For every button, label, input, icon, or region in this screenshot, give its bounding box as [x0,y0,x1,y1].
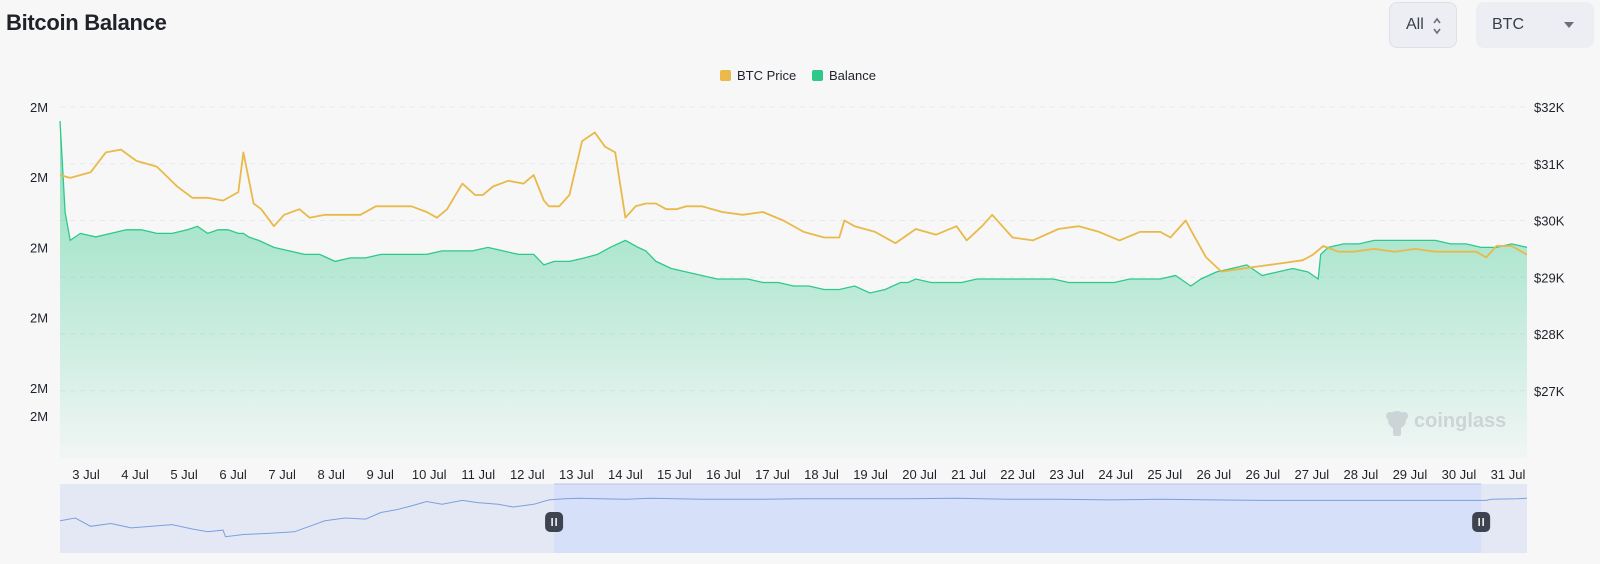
x-tick-label: 23 Jul [1049,467,1084,482]
legend-item: Balance [829,68,876,83]
x-tick-label: 15 Jul [657,467,692,482]
x-tick-label: 26 Jul [1245,467,1280,482]
x-tick-label: 13 Jul [559,467,594,482]
y-right-tick-label: $30K [1534,214,1565,229]
x-tick-label: 4 Jul [121,467,149,482]
y-left-tick-label: 2M [30,381,48,396]
y-right-tick-label: $32K [1534,100,1565,115]
x-tick-label: 28 Jul [1344,467,1379,482]
x-tick-label: 27 Jul [1295,467,1330,482]
y-left-tick-label: 2M [30,311,48,326]
x-tick-label: 5 Jul [170,467,198,482]
series-line-balance [59,120,1528,294]
x-tick-label: 8 Jul [317,467,345,482]
legend-swatch [720,70,731,81]
y-left-tick-label: 2M [30,240,48,255]
coin-select-value: BTC [1492,16,1524,33]
watermark-text: coinglass [1414,410,1506,432]
navigator-line [59,497,1528,538]
x-tick-label: 12 Jul [510,467,545,482]
chevron-down-icon [1564,22,1574,28]
x-tick-label: 29 Jul [1393,467,1428,482]
x-tick-label: 3 Jul [72,467,100,482]
legend-item: BTC Price [737,68,796,83]
x-tick-label: 10 Jul [412,467,447,482]
x-tick-label: 31 Jul [1491,467,1526,482]
range-select-value: All [1406,16,1424,33]
coin-select[interactable]: BTC [1476,2,1594,48]
x-tick-label: 7 Jul [268,467,296,482]
navigator-selection [554,484,1482,553]
x-tick-label: 30 Jul [1442,467,1477,482]
legend-swatch [812,70,823,81]
bitcoin-balance-chart: $32K $31K $30K $29K $28K $27K 2M 2M 2M 2M 2M 2M 3 Ju… [30,68,1565,553]
page-title: Bitcoin Balance [6,10,167,35]
x-tick-label: 20 Jul [902,467,937,482]
series-line-btc-price [59,131,1528,273]
x-tick-label: 22 Jul [1000,467,1035,482]
legend: BTC Price Balance [720,68,876,83]
navigator-handle-right[interactable] [1472,512,1491,532]
y-right-tick-label: $28K [1534,327,1565,342]
x-tick-label: 17 Jul [755,467,790,482]
x-tick-label: 9 Jul [366,467,394,482]
x-tick-label: 6 Jul [219,467,247,482]
y-left-tick-label: 2M [30,170,48,185]
y-right-tick-label: $29K [1534,270,1565,285]
x-tick-label: 25 Jul [1147,467,1182,482]
x-tick-label: 11 Jul [461,467,495,482]
x-tick-label: 18 Jul [804,467,839,482]
x-tick-label: 16 Jul [706,467,741,482]
x-tick-label: 21 Jul [951,467,986,482]
x-tick-label: 24 Jul [1098,467,1133,482]
watermark: coinglass [1386,410,1506,436]
x-tick-label: 14 Jul [608,467,643,482]
y-left-tick-label: 2M [30,409,48,424]
y-right-tick-label: $31K [1534,157,1565,172]
x-tick-label: 26 Jul [1196,467,1231,482]
y-left-tick-label: 2M [30,100,48,115]
navigator-handle-left[interactable] [545,512,564,532]
range-select[interactable]: All [1389,2,1457,48]
sort-updown-icon [1433,17,1441,35]
y-right-tick-label: $27K [1534,384,1565,399]
balance-area [60,121,1527,458]
x-tick-label: 19 Jul [853,467,888,482]
